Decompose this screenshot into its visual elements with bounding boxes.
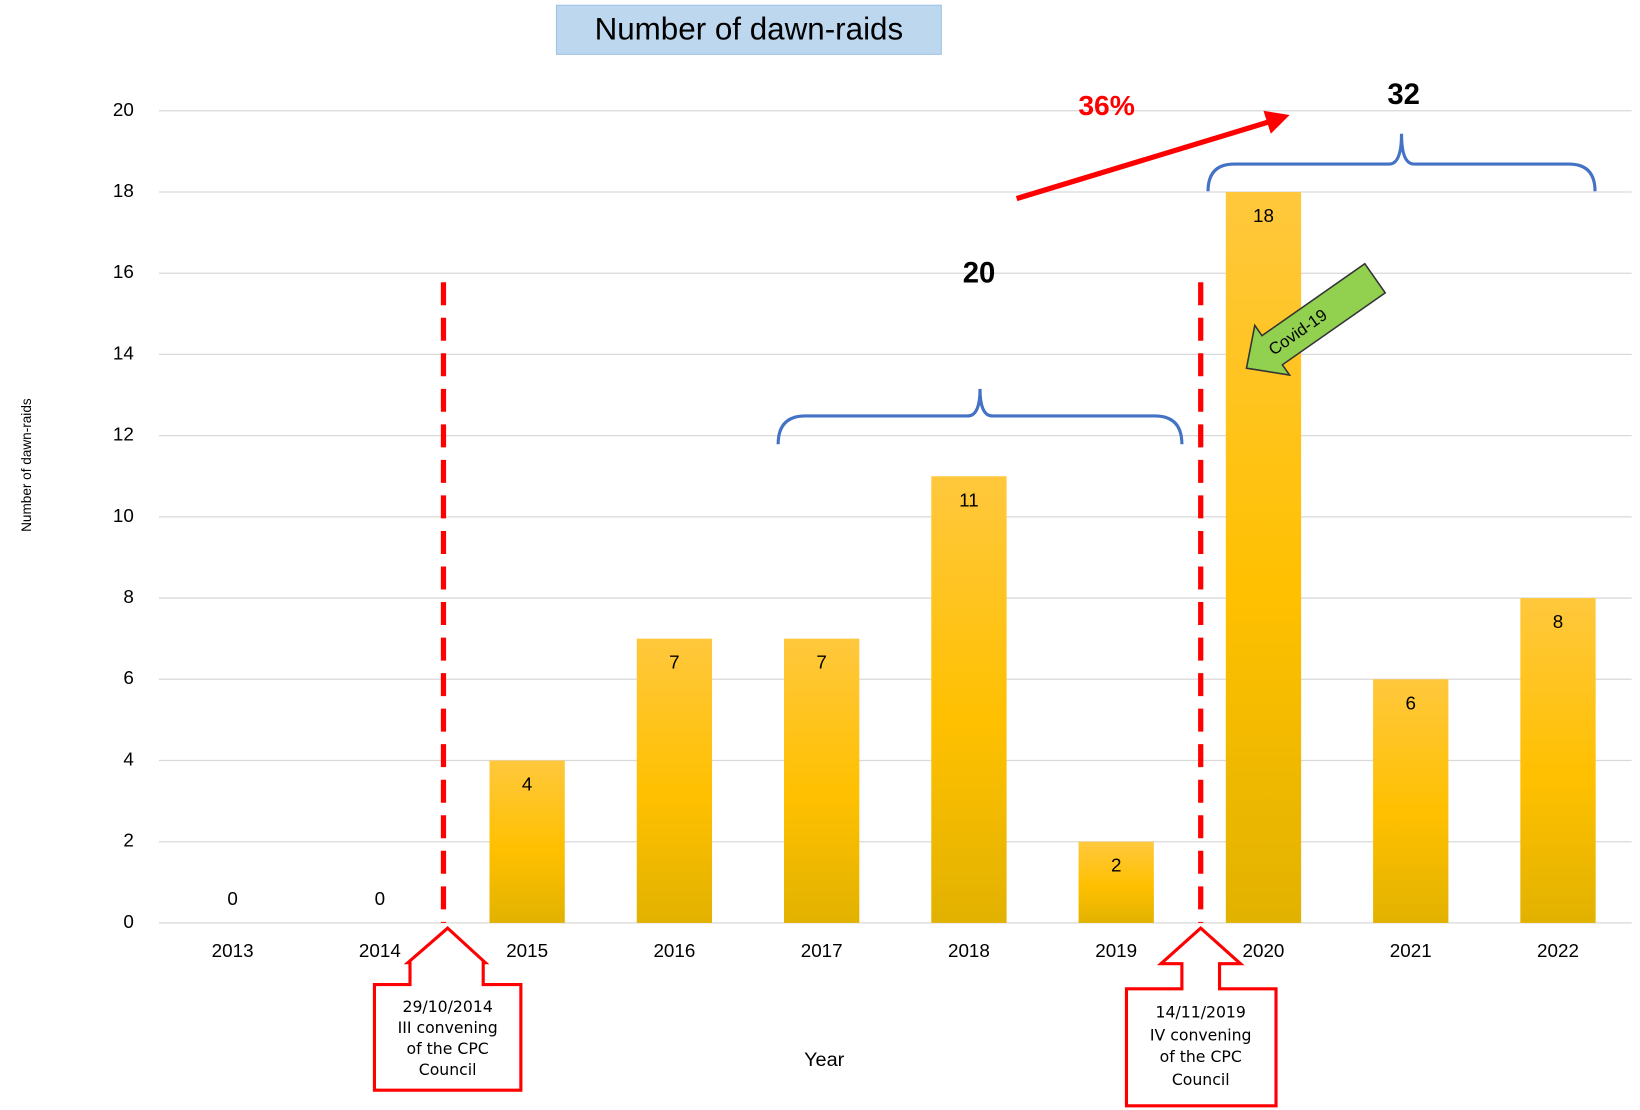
callout-text: III convening — [398, 1018, 498, 1037]
brace — [776, 388, 1184, 445]
bar — [1225, 192, 1302, 923]
title-box — [555, 4, 942, 55]
callout-text: IV convening — [1150, 1025, 1252, 1044]
x-tick-label: 2020 — [1243, 940, 1285, 961]
value-label: 18 — [1253, 205, 1274, 226]
y-tick-label: 18 — [113, 180, 134, 201]
value-label: 0 — [375, 888, 385, 909]
bar — [489, 760, 565, 923]
x-tick-label: 2018 — [948, 940, 990, 961]
value-label: 8 — [1553, 611, 1563, 632]
value-label: 4 — [522, 774, 532, 795]
value-label: 6 — [1405, 692, 1415, 713]
brace — [1206, 133, 1597, 192]
y-tick-label: 10 — [113, 505, 134, 526]
bar — [931, 476, 1007, 923]
value-label: 7 — [669, 652, 679, 673]
x-tick-label: 2022 — [1537, 940, 1579, 961]
bar — [1078, 841, 1154, 923]
x-tick-label: 2013 — [212, 940, 254, 961]
total-label: 20 — [963, 258, 996, 290]
callout-text: Council — [419, 1060, 477, 1079]
x-tick-label: 2015 — [506, 940, 548, 961]
covid-shape — [1245, 262, 1387, 377]
y-tick-label: 20 — [113, 99, 134, 120]
callout-box — [372, 926, 523, 1092]
callout-text: of the CPC — [1160, 1047, 1242, 1066]
bar — [1373, 679, 1449, 923]
value-label: 2 — [1111, 855, 1121, 876]
growth-arrowhead — [1263, 110, 1290, 134]
y-axis-label: Number of dawn-raids — [19, 398, 34, 532]
y-tick-label: 0 — [123, 911, 133, 932]
x-tick-label: 2021 — [1390, 940, 1432, 961]
total-label: 32 — [1387, 79, 1420, 111]
callout-text: Council — [1172, 1070, 1230, 1089]
value-label: 7 — [816, 652, 826, 673]
y-tick-label: 2 — [123, 830, 133, 851]
plot-area: 0246810121416182020130201402015420167201… — [113, 99, 1632, 961]
bar — [784, 638, 860, 923]
value-label: 0 — [227, 888, 237, 909]
y-tick-label: 6 — [123, 667, 133, 688]
y-tick-label: 4 — [123, 748, 133, 769]
x-tick-label: 2019 — [1095, 940, 1137, 961]
x-tick-label: 2016 — [653, 940, 695, 961]
growth-label: 36% — [1078, 89, 1135, 121]
bar — [1520, 598, 1596, 923]
callout-box — [1124, 926, 1278, 1108]
x-tick-label: 2017 — [801, 940, 843, 961]
y-tick-label: 8 — [123, 586, 133, 607]
callout-text: of the CPC — [407, 1039, 489, 1058]
callout-date: 14/11/2019 — [1156, 1002, 1246, 1021]
y-tick-label: 12 — [113, 424, 134, 445]
x-tick-label: 2014 — [359, 940, 401, 961]
growth-arrow — [1015, 119, 1269, 202]
callout-date: 29/10/2014 — [402, 997, 492, 1016]
chart-title: Number of dawn-raids — [595, 12, 904, 47]
value-label: 11 — [959, 489, 979, 510]
y-tick-label: 14 — [113, 342, 134, 363]
y-tick-label: 16 — [113, 261, 134, 282]
bar — [636, 638, 713, 923]
x-axis-label: Year — [804, 1049, 845, 1071]
